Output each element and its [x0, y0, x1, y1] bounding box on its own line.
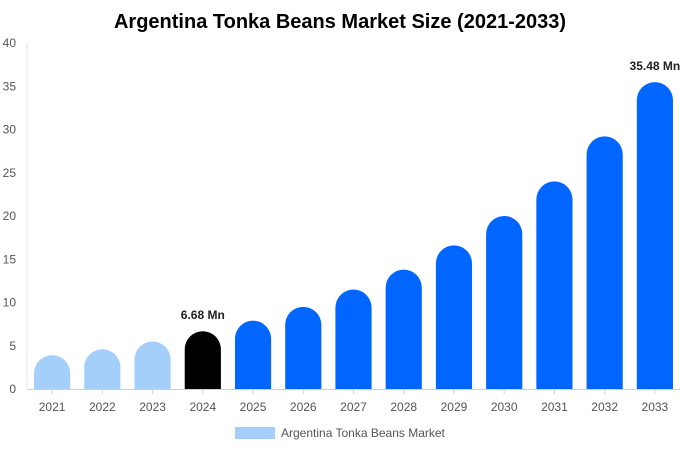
y-tick-label: 30: [3, 123, 17, 137]
x-tick-label: 2033: [642, 400, 669, 414]
y-tick-label: 20: [3, 209, 17, 223]
bars: [34, 82, 673, 390]
y-tick-label: 15: [3, 252, 17, 266]
bar-2031: [536, 181, 573, 389]
legend: Argentina Tonka Beans Market: [235, 426, 446, 440]
data-label-2033: 35.48 Mn: [630, 59, 680, 73]
bar-2023: [134, 341, 171, 389]
x-tick-label: 2032: [591, 400, 618, 414]
y-tick-label: 40: [3, 36, 17, 50]
bar-2030: [486, 216, 523, 389]
bar-2032: [586, 136, 623, 389]
x-tick-label: 2022: [89, 400, 116, 414]
data-labels: 6.68 Mn 35.48 Mn: [181, 59, 680, 322]
y-tick-label: 25: [3, 166, 17, 180]
bar-2029: [435, 245, 473, 389]
chart-title: Argentina Tonka Beans Market Size (2021-…: [114, 11, 566, 33]
bar-2027: [335, 289, 372, 389]
x-tick-label: 2031: [541, 400, 568, 414]
x-tick-label: 2030: [491, 400, 518, 414]
legend-label: Argentina Tonka Beans Market: [281, 426, 446, 440]
x-axis: 2021 2022 2023 2024 2025 2026 2027 2028 2029 2030…: [27, 389, 680, 414]
bar-2024: [184, 331, 221, 389]
bar-2025: [234, 320, 272, 389]
x-tick-label: 2026: [290, 400, 317, 414]
bar-2021: [34, 355, 71, 389]
x-tick-label: 2021: [39, 400, 66, 414]
y-tick-label: 35: [3, 79, 17, 93]
x-tick-label: 2028: [390, 400, 417, 414]
x-tick-label: 2025: [240, 400, 267, 414]
y-axis: 0 5 10 15 20 25 30 35 40: [3, 36, 28, 396]
x-tick-label: 2029: [441, 400, 468, 414]
bar-2033: [636, 82, 673, 390]
bar-2028: [385, 269, 422, 389]
y-tick-label: 5: [9, 339, 16, 353]
x-tick-label: 2023: [139, 400, 166, 414]
bar-2026: [285, 306, 322, 389]
bar-2022: [84, 349, 121, 389]
y-tick-label: 10: [3, 296, 17, 310]
x-tick-label: 2024: [189, 400, 216, 414]
data-label-2024: 6.68 Mn: [181, 308, 225, 322]
x-tick-label: 2027: [340, 400, 367, 414]
y-tick-label: 0: [9, 382, 16, 396]
legend-swatch: [235, 427, 275, 439]
